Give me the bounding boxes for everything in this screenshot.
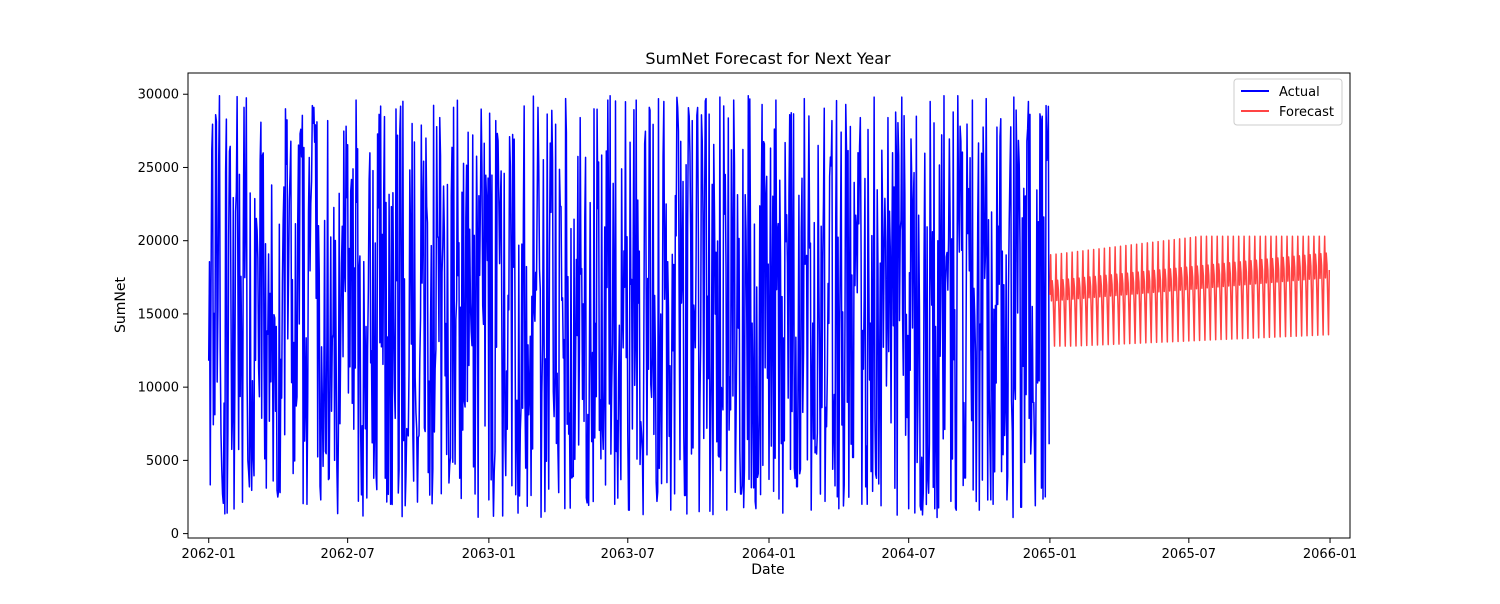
- chart-title: SumNet Forecast for Next Year: [645, 49, 891, 68]
- x-tick-label: 2066-01: [1303, 547, 1357, 562]
- y-tick-label: 25000: [138, 161, 179, 176]
- x-tick-label: 2064-07: [882, 547, 936, 562]
- y-axis-label: SumNet: [113, 277, 129, 333]
- y-axis: 0 5000 10000 15000 20000 25000 30000: [138, 88, 188, 542]
- x-axis: 2062-01 2062-07 2063-01 2063-07 2064-01 2064-…: [182, 538, 1357, 562]
- x-axis-label: Date: [751, 562, 784, 578]
- series-layer: [207, 94, 1331, 519]
- y-tick-label: 10000: [138, 381, 179, 396]
- series-line-forecast: [1049, 235, 1331, 347]
- legend-label-actual: Actual: [1279, 85, 1320, 100]
- legend: Actual Forecast: [1233, 78, 1343, 126]
- x-tick-label: 2063-01: [462, 547, 516, 562]
- x-tick-label: 2062-07: [320, 547, 374, 562]
- y-tick-label: 5000: [146, 454, 179, 469]
- y-tick-label: 30000: [138, 88, 179, 103]
- series-line-actual: [207, 94, 1050, 519]
- legend-label-forecast: Forecast: [1279, 105, 1334, 120]
- x-tick-label: 2065-01: [1023, 547, 1077, 562]
- x-tick-label: 2064-01: [742, 547, 796, 562]
- x-tick-label: 2062-01: [182, 547, 236, 562]
- x-tick-label: 2063-07: [601, 547, 655, 562]
- y-tick-label: 20000: [138, 234, 179, 249]
- y-tick-label: 0: [171, 527, 179, 542]
- x-tick-label: 2065-07: [1162, 547, 1216, 562]
- y-tick-label: 15000: [138, 307, 179, 322]
